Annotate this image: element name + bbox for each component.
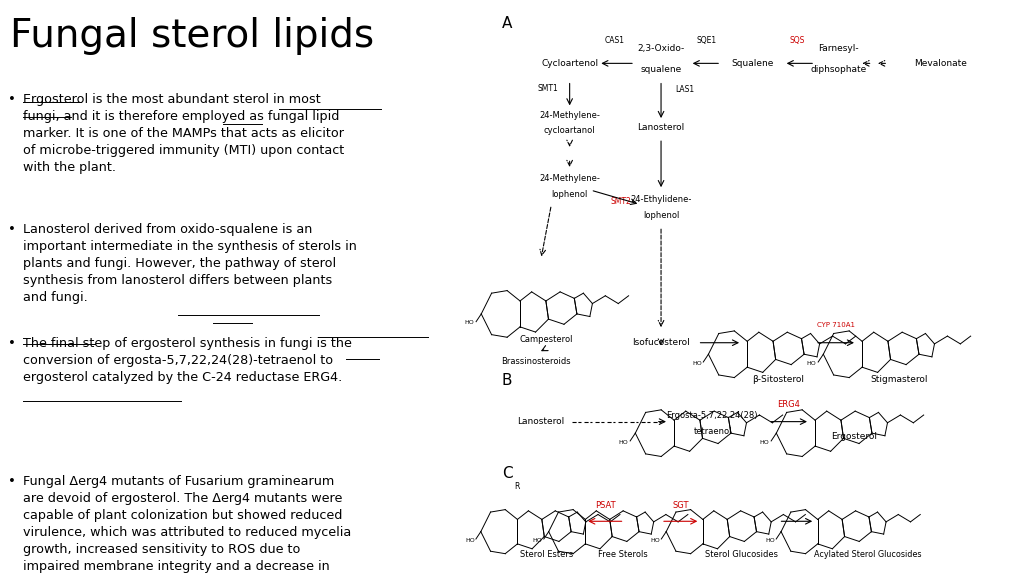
- Text: Ergosta-5,7,22,24(28)-: Ergosta-5,7,22,24(28)-: [666, 411, 761, 420]
- Text: β-Sitosterol: β-Sitosterol: [753, 374, 805, 384]
- Text: LAS1: LAS1: [676, 85, 695, 94]
- Text: HO: HO: [692, 361, 701, 366]
- Text: •: •: [8, 475, 16, 488]
- Text: Stigmasterol: Stigmasterol: [870, 374, 928, 384]
- Text: Farnesyl-: Farnesyl-: [818, 44, 859, 54]
- Text: Fungal Δerg4 mutants of Fusarium graminearum
are devoid of ergosterol. The Δerg4: Fungal Δerg4 mutants of Fusarium gramine…: [23, 475, 351, 576]
- Text: SQE1: SQE1: [697, 36, 717, 45]
- Text: Mevalonate: Mevalonate: [914, 59, 967, 68]
- Text: PSAT: PSAT: [595, 501, 615, 510]
- Text: Lanosterol derived from oxido-squalene is an
important intermediate in the synth: Lanosterol derived from oxido-squalene i…: [23, 223, 356, 304]
- Text: Brassinosteroids: Brassinosteroids: [501, 357, 570, 366]
- Text: Campesterol: Campesterol: [519, 335, 572, 344]
- Text: lophenol: lophenol: [643, 211, 679, 221]
- Text: lophenol: lophenol: [552, 190, 588, 199]
- Text: HO: HO: [465, 538, 475, 543]
- Text: •: •: [8, 223, 16, 236]
- Text: HO: HO: [650, 538, 660, 543]
- Text: ERG4: ERG4: [777, 400, 801, 409]
- Text: SMT1: SMT1: [538, 84, 558, 93]
- Text: HO: HO: [465, 320, 474, 325]
- Text: squalene: squalene: [640, 65, 682, 74]
- Text: Lanosterol: Lanosterol: [637, 123, 685, 132]
- Text: The final step of ergosterol synthesis in fungi is the
conversion of ergosta-5,7: The final step of ergosterol synthesis i…: [23, 337, 351, 384]
- Text: diphsophate: diphsophate: [810, 65, 866, 74]
- Text: HO: HO: [760, 439, 770, 445]
- Text: Free Sterols: Free Sterols: [598, 550, 648, 559]
- Text: 24-Ethylidene-: 24-Ethylidene-: [631, 195, 692, 204]
- Text: tetraenol: tetraenol: [694, 427, 732, 437]
- Text: Sterol Esters: Sterol Esters: [519, 550, 572, 559]
- Text: Squalene: Squalene: [731, 59, 773, 68]
- Text: HO: HO: [765, 538, 775, 543]
- Text: Acylated Sterol Glucosides: Acylated Sterol Glucosides: [814, 550, 921, 559]
- Text: R: R: [515, 482, 520, 491]
- Text: cycloartanol: cycloartanol: [544, 126, 596, 135]
- Text: 24-Methylene-: 24-Methylene-: [540, 111, 600, 120]
- Text: CYP 710A1: CYP 710A1: [817, 323, 855, 328]
- Text: Cycloartenol: Cycloartenol: [541, 59, 598, 68]
- Text: SMT2: SMT2: [610, 197, 631, 206]
- Text: Sterol Glucosides: Sterol Glucosides: [706, 550, 778, 559]
- Text: CAS1: CAS1: [605, 36, 625, 45]
- Text: HO: HO: [532, 538, 543, 543]
- Text: SQS: SQS: [790, 36, 805, 45]
- Text: •: •: [8, 93, 16, 107]
- Text: Lanosterol: Lanosterol: [517, 417, 564, 426]
- Text: 2,3-Oxido-: 2,3-Oxido-: [637, 44, 685, 54]
- Text: HO: HO: [618, 439, 629, 445]
- Text: Fungal sterol lipids: Fungal sterol lipids: [10, 17, 375, 55]
- Text: SGT: SGT: [672, 501, 688, 510]
- Text: B: B: [502, 373, 512, 388]
- Text: HO: HO: [807, 361, 816, 366]
- Text: Ergosterol is the most abundant sterol in most
fungi, and it is therefore employ: Ergosterol is the most abundant sterol i…: [23, 93, 344, 175]
- Text: Isofucosterol: Isofucosterol: [632, 338, 690, 347]
- Text: Ergosterol: Ergosterol: [831, 431, 878, 441]
- Text: C: C: [502, 466, 512, 481]
- Text: •: •: [8, 337, 16, 350]
- Text: 24-Methylene-: 24-Methylene-: [540, 174, 600, 183]
- Text: A: A: [502, 16, 512, 31]
